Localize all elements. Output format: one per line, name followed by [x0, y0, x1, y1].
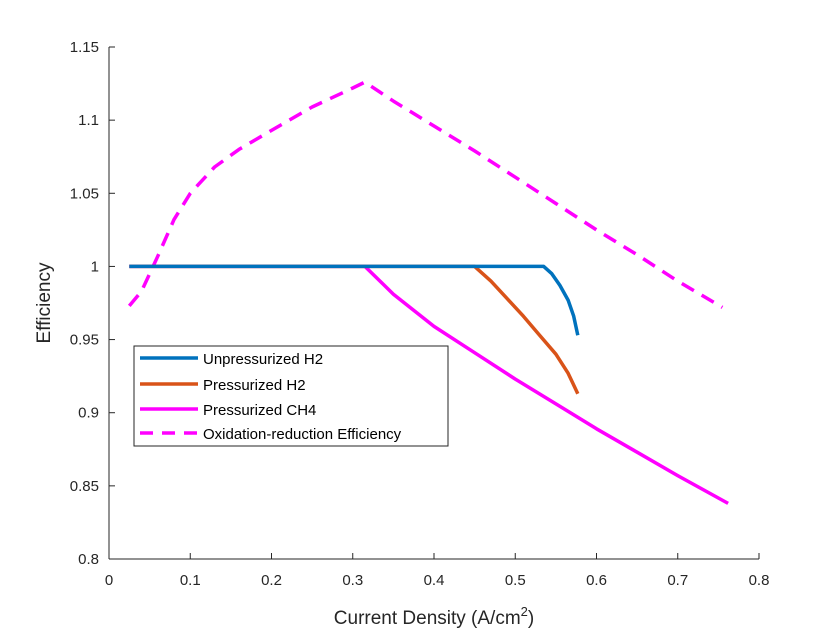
x-tick-label: 0.8 — [749, 572, 770, 589]
y-tick-label: 0.8 — [78, 551, 99, 568]
axes: 0 0.1 0.2 0.3 0.4 0.5 0.6 0.7 0.8 0.8 0.85 0.9 0.95 1… — [70, 39, 770, 589]
y-tick-label: 0.9 — [78, 405, 99, 422]
y-tick-label: 1.1 — [78, 112, 99, 129]
x-axis-title-main: Current Density (A/cm — [334, 608, 521, 629]
legend-label-pressurized-h2: Pressurized H2 — [203, 377, 306, 394]
y-tick-label: 1.05 — [70, 185, 99, 202]
x-tick-label: 0 — [105, 572, 113, 589]
y-tick-label: 1.15 — [70, 39, 99, 56]
series-layer — [127, 80, 729, 505]
x-tick-label: 0.3 — [342, 572, 363, 589]
series-line-pressurized-ch4 — [129, 264, 729, 505]
y-tick-label: 0.85 — [70, 478, 99, 495]
legend-label-oxidation-reduction: Oxidation-reduction Efficiency — [203, 426, 402, 443]
legend-label-pressurized-ch4: Pressurized CH4 — [203, 402, 316, 419]
x-tick-label: 0.1 — [180, 572, 201, 589]
legend: Unpressurized H2 Pressurized H2 Pressuri… — [133, 345, 449, 447]
y-tick-label: 1 — [91, 258, 99, 275]
series-line-pressurized-h2 — [129, 264, 580, 395]
legend-box — [133, 345, 449, 447]
x-tick-label: 0.6 — [586, 572, 607, 589]
x-axis-title-superscript: 2 — [521, 604, 528, 619]
series-line-oxidation-reduction-efficiency — [127, 80, 724, 309]
x-tick-label: 0.2 — [261, 572, 282, 589]
x-axis-title-close: ) — [528, 608, 534, 629]
y-tick-label: 0.95 — [70, 332, 99, 349]
x-tick-label: 0.7 — [667, 572, 688, 589]
series-line-unpressurized-h2 — [129, 264, 580, 336]
y-axis-title: Efficiency — [34, 262, 55, 343]
legend-label-unpressurized-h2: Unpressurized H2 — [203, 351, 323, 368]
x-tick-label: 0.4 — [424, 572, 445, 589]
x-axis-title: Current Density (A/cm2) — [334, 604, 534, 629]
x-tick-label: 0.5 — [505, 572, 526, 589]
